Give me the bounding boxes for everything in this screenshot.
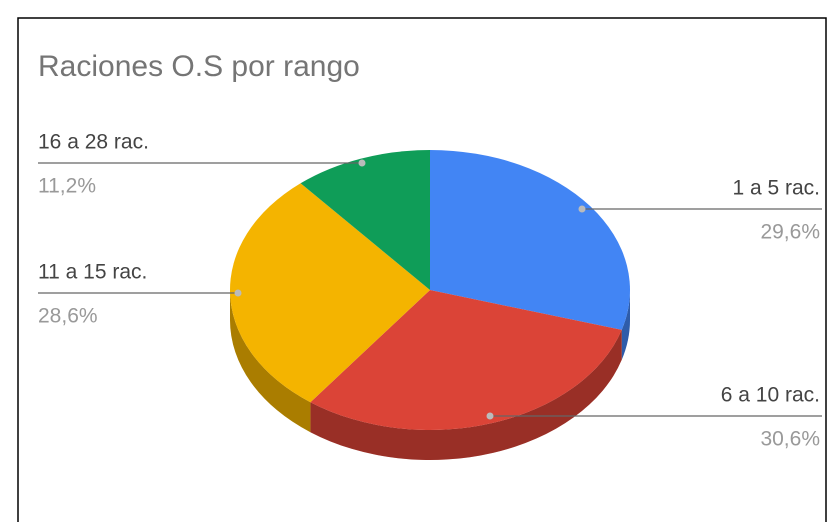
chart-title: Raciones O.S por rango <box>38 50 360 83</box>
slice-value-label: 30,6% <box>760 428 820 451</box>
slice-side-shade <box>621 290 630 360</box>
leader-dot <box>486 412 494 420</box>
slice-side <box>230 290 311 433</box>
slice <box>310 290 622 430</box>
slice-side-shade <box>230 290 311 433</box>
slice <box>300 150 430 290</box>
slice-side-shade <box>310 329 622 460</box>
labels: 1 a 5 rac. 29,6% 6 a 10 rac. 30,6% 11 a 15 r… <box>38 131 822 451</box>
slice-value-label: 11,2% <box>38 175 96 198</box>
slice-label: 11 a 15 rac. <box>38 261 147 284</box>
slice-side <box>310 329 622 460</box>
leader-dot <box>358 159 366 167</box>
pie <box>229 150 631 460</box>
slice-value-label: 28,6% <box>38 305 98 328</box>
slice-label: 6 a 10 rac. <box>721 384 820 407</box>
slice-label: 1 a 5 rac. <box>732 177 820 200</box>
leader-dot <box>234 289 242 297</box>
slice <box>430 150 631 330</box>
slice-side <box>621 290 630 360</box>
slice <box>229 183 430 403</box>
slice-value-label: 29,6% <box>760 221 820 244</box>
leader-dot <box>578 205 586 213</box>
slice-label: 16 a 28 rac. <box>38 131 149 154</box>
